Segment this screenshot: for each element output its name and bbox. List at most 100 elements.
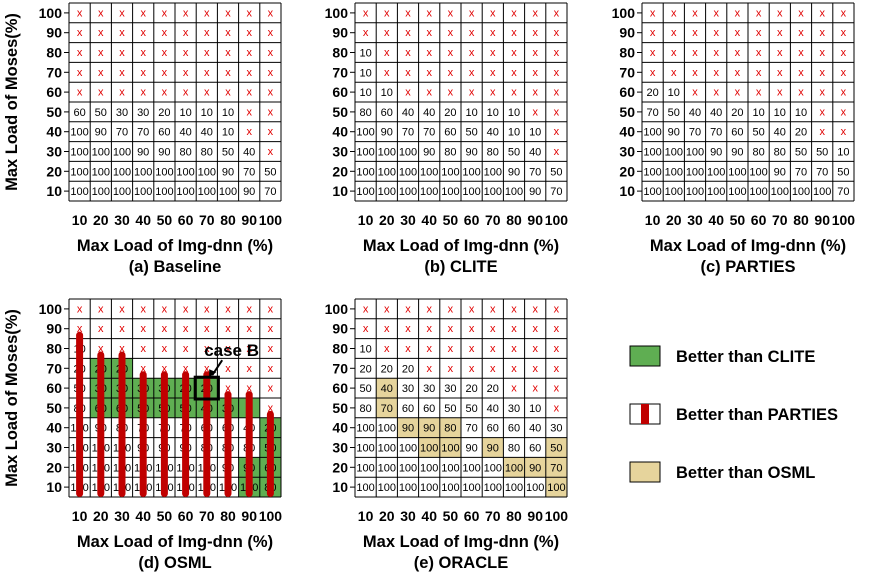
cell-value: 100 xyxy=(356,462,374,474)
better-than-parties-bar xyxy=(97,351,105,497)
x-tick-label: 80 xyxy=(506,212,522,228)
cell-x-mark: x xyxy=(819,67,825,79)
cell-x-mark: x xyxy=(183,303,189,315)
x-tick-label: 90 xyxy=(241,212,257,228)
cell-value: 90 xyxy=(508,166,520,178)
cell-x-mark: x xyxy=(98,7,104,19)
cell-x-mark: x xyxy=(162,67,168,79)
better-than-osml-cell xyxy=(545,437,567,458)
y-tick-label: 50 xyxy=(46,104,62,120)
cell-value: 100 xyxy=(462,186,480,198)
better-than-parties-bar xyxy=(182,371,190,497)
cell-x-mark: x xyxy=(183,363,189,375)
panel-title: (a) Baseline xyxy=(129,258,222,276)
cell-x-mark: x xyxy=(448,47,454,59)
cell-value: 100 xyxy=(198,186,216,198)
better-than-parties-bar xyxy=(266,410,274,497)
cell-value: 70 xyxy=(116,127,128,139)
cell-x-mark: x xyxy=(268,402,274,414)
cell-value: 60 xyxy=(73,107,85,119)
cell-x-mark: x xyxy=(448,303,454,315)
cell-x-mark: x xyxy=(246,383,252,395)
cell-value: 10 xyxy=(508,107,520,119)
cell-value: 60 xyxy=(731,127,743,139)
cell-x-mark: x xyxy=(426,323,432,335)
y-tick-label: 30 xyxy=(332,144,348,160)
cell-x-mark: x xyxy=(183,47,189,59)
cell-value: 100 xyxy=(484,462,502,474)
y-tick-label: 60 xyxy=(46,84,62,100)
cell-value: 30 xyxy=(137,107,149,119)
cell-x-mark: x xyxy=(225,363,231,375)
cell-value: 30 xyxy=(423,383,435,395)
cell-value: 100 xyxy=(378,186,396,198)
cell-value: 30 xyxy=(444,383,456,395)
cell-x-mark: x xyxy=(140,363,146,375)
x-tick-label: 30 xyxy=(400,212,416,228)
cell-value: 40 xyxy=(774,127,786,139)
cell-x-mark: x xyxy=(225,323,231,335)
cell-x-mark: x xyxy=(554,383,560,395)
x-tick-label: 70 xyxy=(485,508,501,524)
x-tick-label: 10 xyxy=(72,508,88,524)
cell-x-mark: x xyxy=(511,47,517,59)
cell-value: 50 xyxy=(837,166,849,178)
cell-value: 100 xyxy=(113,186,131,198)
cell-x-mark: x xyxy=(77,67,83,79)
cell-value: 100 xyxy=(749,186,767,198)
cell-value: 40 xyxy=(689,107,701,119)
cell-value: 100 xyxy=(378,443,396,455)
cell-x-mark: x xyxy=(469,47,475,59)
cell-x-mark: x xyxy=(554,363,560,375)
cell-x-mark: x xyxy=(554,27,560,39)
y-tick-label: 50 xyxy=(332,400,348,416)
cell-x-mark: x xyxy=(268,87,274,99)
better-than-parties-bar xyxy=(245,391,253,497)
cell-value: 100 xyxy=(399,462,417,474)
cell-x-mark: x xyxy=(532,363,538,375)
cell-x-mark: x xyxy=(671,27,677,39)
cell-value: 90 xyxy=(465,443,477,455)
cell-x-mark: x xyxy=(532,87,538,99)
cell-value: 10 xyxy=(529,127,541,139)
x-tick-label: 40 xyxy=(135,508,151,524)
cell-value: 50 xyxy=(668,107,680,119)
cell-value: 20 xyxy=(444,107,456,119)
cell-x-mark: x xyxy=(225,383,231,395)
cell-x-mark: x xyxy=(405,343,411,355)
cell-value: 10 xyxy=(381,87,393,99)
cell-value: 10 xyxy=(222,127,234,139)
x-tick-label: 30 xyxy=(114,508,130,524)
cell-value: 100 xyxy=(399,186,417,198)
cell-value: 80 xyxy=(487,147,499,159)
y-tick-label: 90 xyxy=(46,321,62,337)
x-tick-label: 80 xyxy=(506,508,522,524)
y-tick-label: 20 xyxy=(332,163,348,179)
cell-value: 10 xyxy=(179,107,191,119)
cell-x-mark: x xyxy=(246,106,252,118)
cell-x-mark: x xyxy=(490,303,496,315)
y-tick-label: 60 xyxy=(619,84,635,100)
cell-x-mark: x xyxy=(713,27,719,39)
cell-value: 100 xyxy=(484,166,502,178)
cell-value: 50 xyxy=(222,147,234,159)
y-tick-label: 70 xyxy=(332,360,348,376)
cell-value: 40 xyxy=(487,127,499,139)
cell-value: 100 xyxy=(441,186,459,198)
cell-x-mark: x xyxy=(268,27,274,39)
y-tick-label: 80 xyxy=(46,341,62,357)
y-tick-label: 70 xyxy=(46,64,62,80)
cell-x-mark: x xyxy=(119,87,125,99)
y-tick-label: 50 xyxy=(46,400,62,416)
cell-x-mark: x xyxy=(671,47,677,59)
cell-value: 80 xyxy=(444,147,456,159)
cell-value: 100 xyxy=(378,462,396,474)
x-tick-label: 40 xyxy=(421,508,437,524)
cell-value: 100 xyxy=(176,186,194,198)
x-tick-label: 70 xyxy=(485,212,501,228)
cell-value: 100 xyxy=(792,186,810,198)
cell-x-mark: x xyxy=(225,7,231,19)
y-tick-label: 90 xyxy=(46,25,62,41)
y-tick-label: 30 xyxy=(46,144,62,160)
cell-x-mark: x xyxy=(183,343,189,355)
